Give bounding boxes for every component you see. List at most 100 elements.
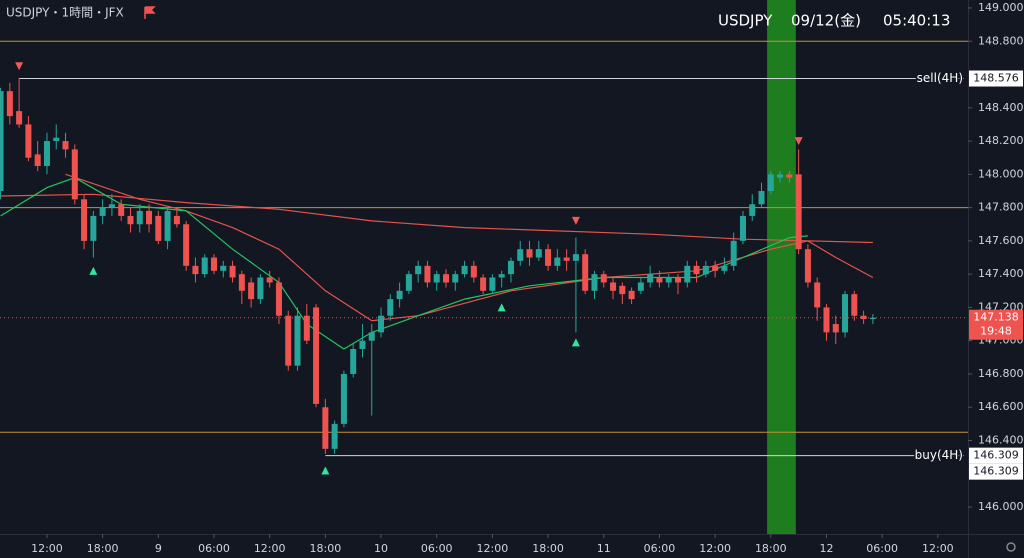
moving-average [0, 177, 808, 350]
candle-body [294, 315, 301, 366]
x-tick-label: 06:00 [198, 542, 230, 555]
candle-body [712, 265, 719, 271]
candle-body [313, 307, 320, 404]
candle-body [842, 294, 849, 333]
candle-body [498, 274, 505, 278]
x-tick-label: 18:00 [87, 542, 119, 555]
x-tick-label: 12:00 [254, 542, 286, 555]
candle-body [387, 299, 394, 316]
y-tick-label: 147.400 [978, 267, 1024, 280]
y-tick-label: 147.600 [978, 234, 1024, 247]
y-tick-label: 146.800 [978, 367, 1024, 380]
candle-body [25, 124, 32, 158]
candle-body [238, 274, 245, 291]
candle-body [637, 282, 644, 291]
candle-body [322, 407, 329, 449]
clock-symbol: USDJPY [718, 12, 773, 30]
candle-body [108, 204, 115, 208]
candle-body [619, 285, 626, 295]
candle-body [823, 307, 830, 333]
x-tick-label: 18:00 [755, 542, 787, 555]
candle-body [220, 265, 227, 271]
x-tick-label: 11 [597, 542, 611, 555]
candle-body [860, 315, 867, 320]
candle-body [16, 111, 23, 125]
candle-body [702, 265, 709, 275]
y-tick-label: 148.200 [978, 134, 1024, 147]
candle-body [99, 207, 106, 216]
chart-title: USDJPY・1時間・JFX [6, 6, 124, 20]
x-tick-label: 12:00 [699, 542, 731, 555]
signal-marker [321, 466, 330, 475]
settings-icon[interactable] [1006, 542, 1016, 552]
x-tick-label: 18:00 [532, 542, 564, 555]
candle-body [452, 274, 459, 283]
candle-body [582, 254, 589, 291]
x-tick-label: 18:00 [310, 542, 342, 555]
candle-body [359, 340, 366, 350]
x-tick-label: 12:00 [31, 542, 63, 555]
candle-body [693, 265, 700, 275]
candle-body [442, 274, 449, 283]
candle-body [118, 204, 125, 216]
signal-marker [497, 303, 506, 312]
x-tick-label: 12:00 [922, 542, 954, 555]
candle-body [378, 315, 385, 333]
signal-marker [571, 216, 580, 225]
candle-body [814, 282, 821, 308]
candle-body [480, 277, 487, 291]
candle-body [340, 373, 347, 424]
candle-body [229, 265, 236, 278]
candle-body [684, 265, 691, 283]
candle-body [851, 294, 858, 316]
candle-body [405, 274, 412, 291]
y-tick-label: 146.400 [978, 434, 1024, 447]
x-tick-label: 10 [374, 542, 388, 555]
candle-body [665, 277, 672, 283]
y-tick-label: 146.600 [978, 400, 1024, 413]
y-tick-label: 147.800 [978, 201, 1024, 214]
candle-body [572, 254, 579, 261]
candle-body [201, 257, 208, 275]
x-tick-label: 12 [819, 542, 833, 555]
candle-body [81, 199, 88, 241]
highlight-band [767, 0, 796, 534]
candle-body [433, 274, 440, 283]
price-label: 148.576 [973, 72, 1019, 85]
price-label-box [969, 70, 1023, 87]
candle-body [628, 290, 635, 300]
y-tick-label: 148.800 [978, 34, 1024, 47]
candle-body [136, 210, 143, 225]
y-tick-label: 148.000 [978, 167, 1024, 180]
candle-body [461, 265, 468, 275]
price-label: 146.309 [973, 449, 1019, 462]
candle-body [257, 277, 264, 300]
candle-body [647, 274, 654, 283]
candle-body [610, 282, 617, 291]
candle-body [804, 249, 811, 283]
candle-body [721, 265, 728, 271]
candle-body [62, 141, 69, 150]
candle-body [146, 210, 153, 225]
candle-body [795, 174, 802, 250]
moving-average [0, 193, 873, 244]
current-price-label: 147.138 [973, 311, 1019, 324]
candle-body [739, 215, 746, 241]
candle-body [415, 265, 422, 275]
signal-marker [15, 62, 24, 71]
plot [0, 0, 968, 534]
price-label: 146.309 [973, 465, 1019, 478]
candle-body [600, 274, 607, 283]
candle-body [155, 215, 162, 241]
candle-body [90, 215, 97, 241]
candle-body [368, 332, 375, 341]
candle-body [489, 277, 496, 291]
flag-icon [144, 6, 156, 19]
countdown-label: 19:48 [980, 325, 1012, 338]
candle-body [563, 257, 570, 261]
candle-body [53, 137, 60, 142]
candle-body [34, 154, 41, 167]
y-tick-label: 146.000 [978, 500, 1024, 513]
